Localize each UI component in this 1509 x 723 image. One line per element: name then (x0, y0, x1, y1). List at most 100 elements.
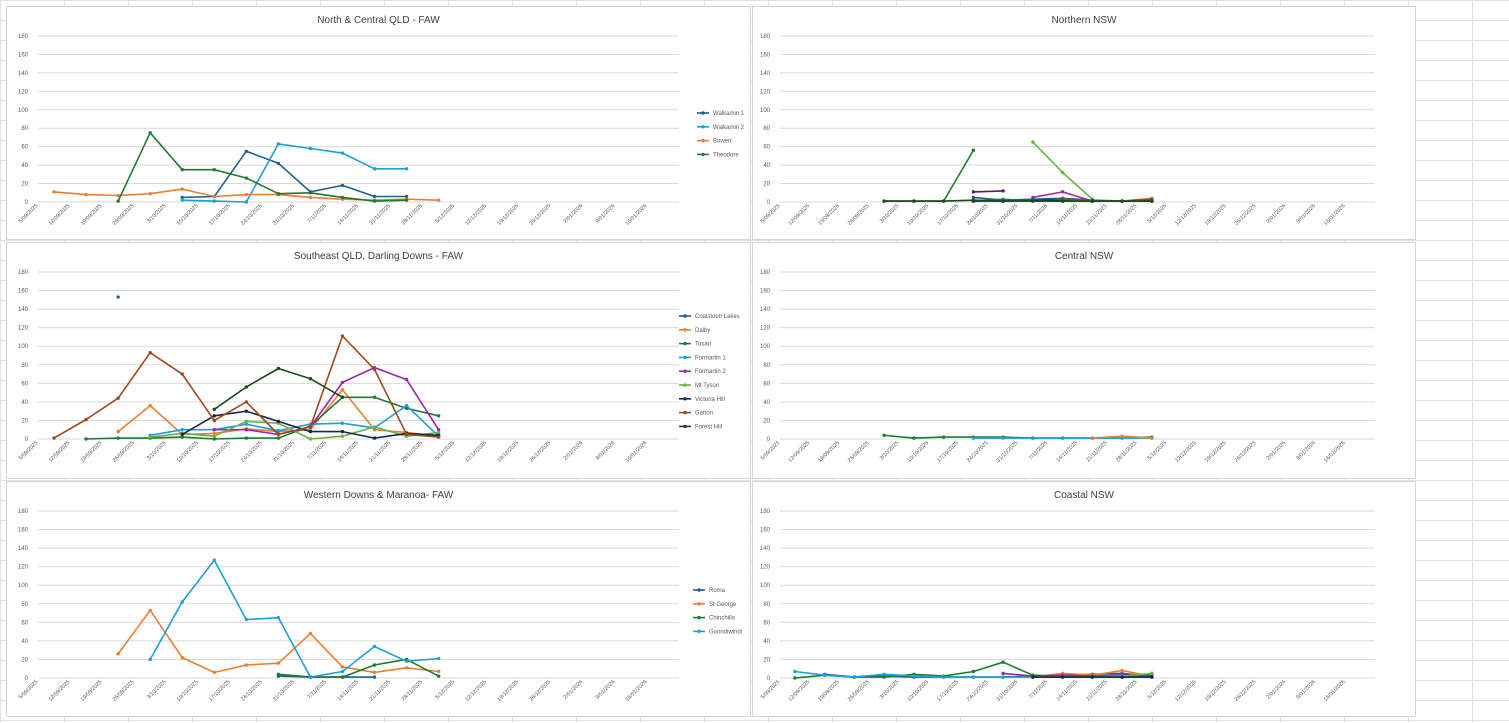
legend-marker (697, 629, 701, 634)
y-tick-label: 100 (18, 108, 29, 114)
data-point (822, 673, 827, 677)
chart-title: North & Central QLD - FAW (317, 15, 440, 26)
data-point (1001, 675, 1005, 679)
data-point (244, 400, 249, 404)
x-tick-label: 16/01/2026 (625, 203, 649, 227)
chart-central-nsw[interactable]: Central NSW 0 20 40 60 80 100 120 140 160 180 5/09… (752, 242, 1416, 479)
data-point (276, 366, 281, 371)
series-line (86, 396, 439, 440)
data-point (1060, 199, 1065, 203)
x-tick-label: 10/10/2025 (906, 440, 930, 464)
x-tick-label: 17/10/2025 (208, 440, 232, 464)
x-tick-label: 28/11/2025 (1115, 679, 1138, 702)
data-point (372, 670, 377, 675)
data-point (212, 414, 216, 418)
legend-item: Mt Tyson (679, 383, 719, 389)
x-tick-label: 14/11/2025 (1055, 203, 1078, 226)
x-tick-label: 5/09/2025 (760, 440, 782, 462)
y-tick-label: 20 (21, 182, 28, 188)
data-point (308, 191, 313, 195)
legend-item: Gatton (679, 411, 713, 417)
x-tick-label: 26/09/2025 (847, 440, 871, 464)
data-point (148, 657, 152, 662)
y-tick-label: 40 (763, 639, 770, 645)
series-bellata (882, 198, 1154, 203)
data-point (308, 429, 313, 434)
x-tick-label: 9/01/2026 (595, 440, 617, 462)
x-tick-label: 21/11/2025 (369, 203, 392, 226)
x-tick-label: 12/12/2025 (464, 203, 488, 227)
data-point (941, 435, 946, 439)
data-point (244, 663, 249, 667)
x-tick-label: 28/11/2025 (401, 679, 424, 702)
legend-label: Formartin 2 (695, 369, 726, 375)
x-tick-label: 2/01/2026 (1266, 203, 1288, 225)
x-tick-label: 7/11/2025 (1028, 440, 1049, 461)
data-point (372, 425, 377, 429)
legend-label: Dalby (695, 328, 710, 334)
x-tick-label: 19/09/2025 (80, 440, 104, 464)
data-point (148, 608, 152, 612)
y-tick-label: 160 (18, 289, 29, 295)
legend-marker (683, 314, 687, 318)
data-point (308, 437, 313, 441)
data-point (244, 419, 249, 424)
legend-marker (697, 602, 701, 606)
x-tick-label: 5/09/2025 (18, 440, 40, 462)
y-tick-label: 180 (18, 270, 29, 276)
data-point (116, 199, 120, 203)
x-tick-label: 17/10/2025 (208, 679, 232, 703)
data-point (1090, 675, 1095, 679)
x-tick-label: 12/12/2025 (1174, 679, 1198, 703)
data-point (276, 436, 281, 440)
y-tick-label: 60 (21, 145, 28, 151)
chart-southeast-qld-darling-downs[interactable]: Southeast QLD, Darling Downs - FAW 0 20 40… (6, 242, 751, 479)
chart-northern-nsw[interactable]: Northern NSW 0 20 40 60 80 100 120 140 160 180 5/0… (752, 6, 1416, 240)
data-point (340, 388, 345, 392)
data-point (308, 675, 313, 679)
x-tick-label: 2/01/2026 (563, 440, 585, 462)
x-tick-label: 5/09/2025 (18, 679, 40, 701)
data-point (912, 674, 916, 678)
data-point (180, 600, 184, 604)
x-tick-label: 7/11/2025 (1028, 203, 1049, 224)
y-tick-label: 0 (25, 437, 29, 443)
chart-western-downs-maranoa[interactable]: Western Downs & Maranoa- FAW 0 20 40 60 80 10… (6, 481, 751, 717)
x-tick-label: 26/12/2025 (1234, 679, 1258, 703)
x-tick-label: 5/12/2025 (1147, 203, 1169, 225)
legend-item: Formartin 2 (679, 369, 726, 375)
x-tick-label: 26/12/2025 (529, 679, 553, 703)
data-point (244, 149, 249, 153)
series-walkamin-1 (180, 149, 409, 200)
data-point (276, 661, 281, 665)
data-point (436, 674, 441, 678)
data-point (1150, 671, 1154, 676)
data-point (1120, 675, 1124, 679)
x-tick-label: 12/12/2025 (464, 679, 488, 703)
x-tick-label: 16/01/2026 (1323, 440, 1347, 464)
x-tick-label: 26/09/2025 (112, 203, 136, 227)
data-point (212, 434, 216, 438)
data-point (244, 385, 249, 389)
data-point (1031, 140, 1035, 144)
data-point (882, 199, 886, 203)
data-point (436, 656, 441, 661)
y-tick-label: 100 (18, 583, 29, 589)
y-tick-label: 160 (760, 289, 771, 295)
data-point (244, 409, 249, 413)
chart-coastal-nsw[interactable]: Coastal NSW 0 20 40 60 80 100 120 140 160 180 5/09… (752, 481, 1416, 717)
series-cowra (1090, 434, 1154, 440)
x-tick-label: 12/09/2025 (787, 203, 811, 227)
x-tick-label: 16/01/2026 (625, 440, 649, 464)
chart-north-central-qld[interactable]: North & Central QLD - FAW 0 20 40 60 80 100 12… (6, 6, 751, 240)
legend-marker (701, 111, 705, 115)
x-tick-label: 16/01/2026 (625, 679, 649, 703)
data-point (244, 422, 249, 426)
data-point (372, 663, 377, 667)
